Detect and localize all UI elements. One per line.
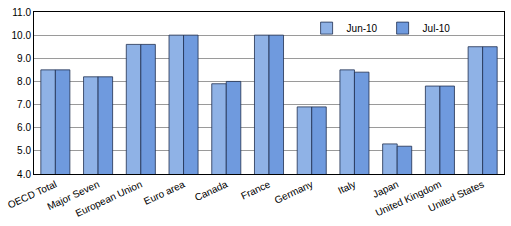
svg-text:Euro area: Euro area <box>142 178 187 207</box>
svg-text:5.0: 5.0 <box>17 145 31 156</box>
svg-text:8.0: 8.0 <box>17 76 31 87</box>
svg-text:United Kingdom: United Kingdom <box>374 178 443 218</box>
svg-text:OECD Total: OECD Total <box>6 178 58 210</box>
svg-text:4.0: 4.0 <box>17 169 31 180</box>
svg-text:Japan: Japan <box>371 178 400 199</box>
svg-text:11.0: 11.0 <box>12 7 31 18</box>
svg-text:Jun-10: Jun-10 <box>347 23 378 34</box>
svg-text:10.0: 10.0 <box>12 30 32 41</box>
svg-text:Jul-10: Jul-10 <box>423 23 451 34</box>
svg-text:United States: United States <box>427 178 486 213</box>
svg-text:7.0: 7.0 <box>17 99 31 110</box>
svg-text:Major Seven: Major Seven <box>46 178 102 212</box>
svg-text:European Union: European Union <box>74 178 144 219</box>
svg-text:Italy: Italy <box>336 178 357 196</box>
svg-text:Canada: Canada <box>193 178 230 203</box>
svg-text:France: France <box>239 178 272 201</box>
svg-text:6.0: 6.0 <box>17 122 31 133</box>
svg-text:9.0: 9.0 <box>17 53 31 64</box>
svg-text:Germany: Germany <box>273 178 315 205</box>
